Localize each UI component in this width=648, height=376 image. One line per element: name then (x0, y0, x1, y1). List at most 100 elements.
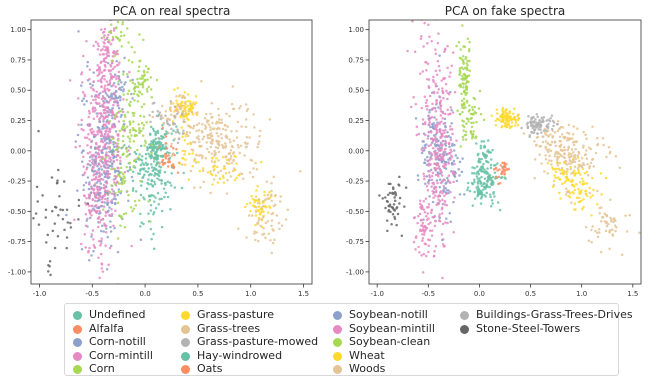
data-point (577, 187, 580, 191)
data-point (126, 111, 130, 114)
data-point (506, 112, 509, 116)
data-point (201, 169, 205, 173)
data-point (155, 172, 159, 176)
data-point (435, 99, 438, 102)
data-point (146, 148, 149, 152)
data-point (156, 177, 159, 180)
data-point (163, 147, 166, 150)
data-point (419, 218, 423, 222)
data-point (205, 141, 208, 144)
data-point (591, 176, 594, 180)
data-point (90, 95, 94, 98)
data-point (476, 180, 480, 184)
data-point (149, 204, 153, 207)
data-point (101, 200, 104, 204)
data-point (90, 185, 93, 188)
y-tick-label: -0.75 (346, 238, 364, 246)
data-point (192, 124, 196, 128)
data-point (546, 162, 550, 165)
data-point (590, 228, 593, 232)
data-point (565, 176, 569, 180)
plot-frame-0 (30, 19, 313, 285)
data-point (500, 172, 503, 175)
data-point (109, 23, 113, 26)
data-point (108, 99, 112, 102)
data-point (152, 194, 155, 198)
data-point (105, 151, 108, 154)
data-point (466, 37, 470, 41)
legend-item: Stone-Steel-Towers (460, 323, 580, 335)
data-point (99, 28, 103, 31)
data-point (483, 177, 487, 180)
data-point (426, 137, 430, 140)
data-point (440, 148, 443, 152)
data-point (579, 173, 582, 176)
data-point (82, 173, 86, 176)
data-point (444, 125, 447, 129)
data-point (597, 228, 601, 231)
data-point (461, 54, 465, 58)
data-point (115, 75, 119, 78)
data-point (86, 176, 90, 179)
data-point (158, 197, 161, 201)
data-point (147, 85, 150, 89)
data-point (528, 134, 532, 137)
data-point (423, 161, 426, 164)
data-point (428, 121, 431, 124)
data-point (462, 102, 466, 106)
data-point (270, 194, 273, 197)
data-point (428, 94, 432, 98)
data-point (211, 183, 214, 186)
data-point (149, 227, 153, 231)
series-16 (378, 175, 408, 238)
data-point (479, 197, 483, 200)
data-point (210, 142, 214, 145)
data-point (443, 131, 446, 134)
data-point (106, 94, 109, 97)
data-point (121, 139, 125, 143)
data-point (435, 179, 439, 182)
data-point (488, 193, 492, 196)
data-point (94, 98, 97, 101)
data-point (229, 149, 233, 152)
data-point (109, 164, 112, 168)
data-point (173, 88, 176, 91)
data-point (158, 111, 162, 114)
legend-label: Soybean-clean (349, 335, 431, 348)
data-point (427, 23, 430, 27)
data-point (600, 206, 603, 209)
data-point (77, 218, 80, 221)
data-point (466, 117, 470, 121)
data-point (172, 122, 176, 126)
data-point (273, 238, 276, 242)
data-point (93, 209, 97, 213)
data-point (262, 210, 265, 213)
data-point (434, 123, 437, 127)
data-point (214, 145, 218, 149)
data-point (556, 155, 559, 158)
data-point (599, 172, 603, 175)
data-point (446, 130, 449, 134)
data-point (99, 244, 102, 247)
data-point (136, 148, 139, 152)
data-point (578, 200, 582, 203)
legend-label: Grass-pasture (197, 308, 275, 321)
data-point (472, 112, 476, 116)
data-point (156, 129, 160, 133)
data-point (139, 184, 143, 187)
data-point (51, 229, 55, 233)
data-point (116, 104, 119, 107)
data-point (180, 96, 184, 99)
data-point (467, 74, 471, 77)
data-point (207, 123, 211, 126)
data-point (596, 235, 600, 238)
data-point (102, 45, 106, 48)
data-point (206, 134, 210, 137)
data-point (116, 101, 120, 105)
data-point (112, 140, 115, 144)
data-point (464, 133, 468, 137)
data-point (563, 181, 566, 184)
data-point (476, 185, 480, 188)
data-point (123, 179, 127, 183)
data-point (141, 127, 145, 130)
